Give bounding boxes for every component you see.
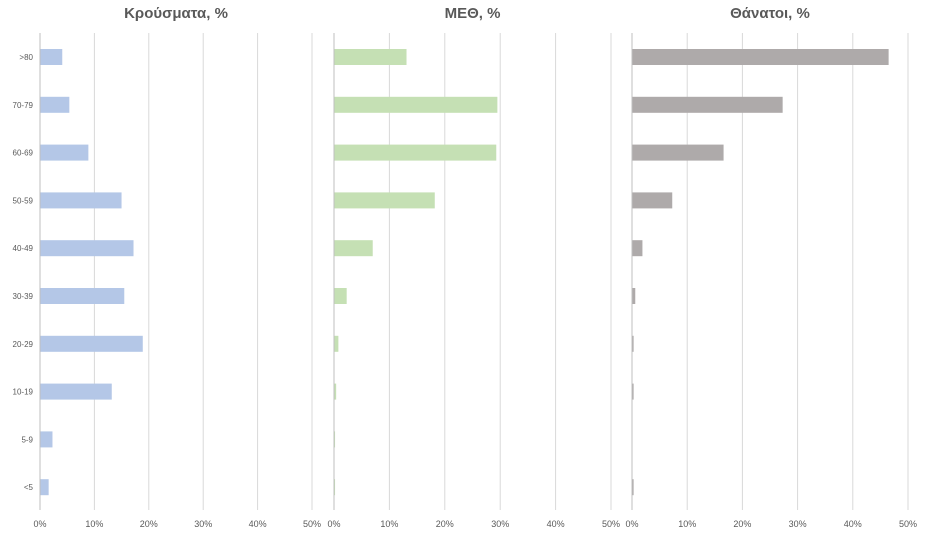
x-tick-label: 10% bbox=[380, 519, 398, 529]
category-label: 10-19 bbox=[13, 388, 34, 397]
bar bbox=[334, 431, 336, 448]
x-tick-label: 10% bbox=[678, 519, 696, 529]
bar bbox=[40, 144, 89, 161]
bar bbox=[632, 240, 643, 257]
bar bbox=[40, 383, 112, 400]
bar bbox=[632, 383, 634, 400]
bar bbox=[334, 383, 337, 400]
bar bbox=[40, 479, 49, 496]
bar bbox=[334, 144, 497, 161]
category-label: 50-59 bbox=[13, 196, 34, 205]
category-label: 30-39 bbox=[13, 292, 34, 301]
x-tick-label: 20% bbox=[733, 519, 751, 529]
x-tick-label: 50% bbox=[602, 519, 620, 529]
bar bbox=[334, 479, 336, 496]
x-tick-label: 30% bbox=[789, 519, 807, 529]
bar bbox=[40, 335, 143, 352]
x-tick-label: 0% bbox=[327, 519, 340, 529]
x-tick-label: 40% bbox=[844, 519, 862, 529]
bar bbox=[334, 240, 373, 257]
bar bbox=[40, 96, 70, 113]
bar bbox=[334, 96, 498, 113]
category-label: 5-9 bbox=[21, 435, 33, 444]
bar bbox=[334, 49, 407, 65]
bar bbox=[632, 144, 724, 161]
bar bbox=[632, 288, 636, 304]
bar bbox=[40, 192, 122, 209]
category-label: 70-79 bbox=[13, 101, 34, 110]
bar bbox=[334, 335, 339, 352]
x-tick-label: 10% bbox=[85, 519, 103, 529]
x-tick-label: 50% bbox=[899, 519, 917, 529]
x-tick-label: 0% bbox=[625, 519, 638, 529]
bar bbox=[632, 49, 889, 65]
category-label: <5 bbox=[24, 483, 34, 492]
bar bbox=[40, 288, 125, 304]
x-tick-label: 0% bbox=[33, 519, 46, 529]
chart-title: ΜΕΘ, % bbox=[445, 5, 501, 22]
category-label: 40-49 bbox=[13, 244, 34, 253]
x-tick-label: 50% bbox=[303, 519, 321, 529]
bar bbox=[334, 192, 435, 209]
bar bbox=[632, 192, 673, 209]
x-tick-label: 40% bbox=[547, 519, 565, 529]
bar bbox=[632, 335, 634, 352]
bar bbox=[40, 49, 63, 65]
bar bbox=[40, 240, 134, 257]
x-tick-label: 20% bbox=[140, 519, 158, 529]
bar bbox=[632, 479, 634, 496]
bar bbox=[334, 288, 347, 304]
x-tick-label: 40% bbox=[249, 519, 267, 529]
bar bbox=[632, 96, 783, 113]
category-label: >80 bbox=[19, 53, 33, 62]
chart-title: Κρούσματα, % bbox=[124, 5, 228, 22]
category-label: 20-29 bbox=[13, 340, 34, 349]
x-tick-label: 20% bbox=[436, 519, 454, 529]
x-tick-label: 30% bbox=[194, 519, 212, 529]
chart-title: Θάνατοι, % bbox=[730, 5, 810, 22]
category-label: 60-69 bbox=[13, 149, 34, 158]
bar bbox=[40, 431, 53, 448]
x-tick-label: 30% bbox=[491, 519, 509, 529]
